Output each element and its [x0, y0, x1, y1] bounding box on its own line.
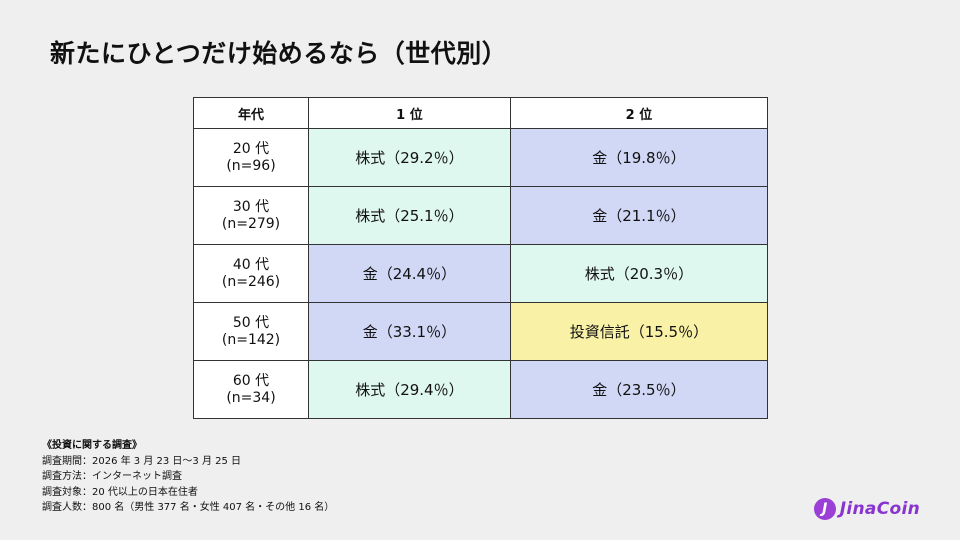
age-cell: 60 代 (n=34) — [193, 360, 309, 419]
table-row: 40 代 (n=246) 金（24.4％） 株式（20.3％） — [193, 244, 769, 303]
age-label: 30 代 — [232, 198, 270, 215]
survey-period: 調査期間：2026 年 3 月 23 日〜3 月 25 日 — [42, 455, 242, 467]
age-label: 20 代 — [232, 140, 270, 157]
table-row: 20 代 (n=96) 株式（29.2％） 金（19.8％） — [193, 128, 769, 187]
table-row: 60 代 (n=34) 株式（29.4％） 金（23.5％） — [193, 360, 769, 419]
header-age: 年代 — [193, 97, 309, 129]
page-title: 新たにひとつだけ始めるなら（世代別） — [50, 39, 508, 68]
brand-name: JinaCoin — [839, 499, 920, 519]
header-first: 1 位 — [308, 97, 511, 129]
ranking-table: 年代 1 位 2 位 20 代 (n=96) 株式（29.2％） 金（19.8％）… — [193, 97, 769, 419]
age-cell: 40 代 (n=246) — [193, 244, 309, 303]
survey-notes: 《投資に関する調査》 調査期間：2026 年 3 月 23 日〜3 月 25 日… — [42, 438, 334, 516]
sample-size: (n=96) — [226, 157, 276, 174]
age-label: 60 代 — [232, 372, 270, 389]
sample-size: (n=142) — [221, 331, 281, 348]
second-rank-cell: 株式（20.3％） — [509, 244, 769, 303]
first-rank-cell: 金（24.4％） — [308, 244, 511, 303]
first-rank-cell: 株式（25.1％） — [308, 186, 511, 245]
age-cell: 20 代 (n=96) — [193, 128, 309, 187]
sample-size: (n=34) — [226, 389, 276, 406]
survey-respondents: 調査人数：800 名（男性 377 名・女性 407 名・その他 16 名） — [42, 502, 335, 513]
second-rank-cell: 金（19.8％） — [509, 128, 769, 187]
sample-size: (n=279) — [221, 215, 281, 232]
first-rank-cell: 株式（29.2％） — [308, 128, 511, 187]
table-row: 30 代 (n=279) 株式（25.1％） 金（21.1％） — [193, 186, 769, 245]
age-label: 40 代 — [232, 256, 270, 273]
age-cell: 30 代 (n=279) — [193, 186, 309, 245]
second-rank-cell: 金（23.5％） — [509, 360, 769, 419]
survey-target: 調査対象：20 代以上の日本在住者 — [42, 486, 198, 498]
jinacoin-logo-icon: J — [813, 498, 836, 520]
second-rank-cell: 投資信託（15.5％） — [509, 302, 769, 361]
brand-logo: J JinaCoin — [813, 498, 920, 520]
table-row: 50 代 (n=142) 金（33.1％） 投資信託（15.5％） — [193, 302, 769, 361]
first-rank-cell: 株式（29.4％） — [308, 360, 511, 419]
age-cell: 50 代 (n=142) — [193, 302, 309, 361]
survey-method: 調査方法：インターネット調査 — [42, 471, 182, 482]
sample-size: (n=246) — [221, 273, 281, 290]
survey-notes-heading: 《投資に関する調査》 — [42, 440, 142, 451]
age-label: 50 代 — [232, 314, 270, 331]
table-header-row: 年代 1 位 2 位 — [193, 97, 769, 129]
header-second: 2 位 — [509, 97, 769, 129]
first-rank-cell: 金（33.1％） — [308, 302, 511, 361]
second-rank-cell: 金（21.1％） — [509, 186, 769, 245]
